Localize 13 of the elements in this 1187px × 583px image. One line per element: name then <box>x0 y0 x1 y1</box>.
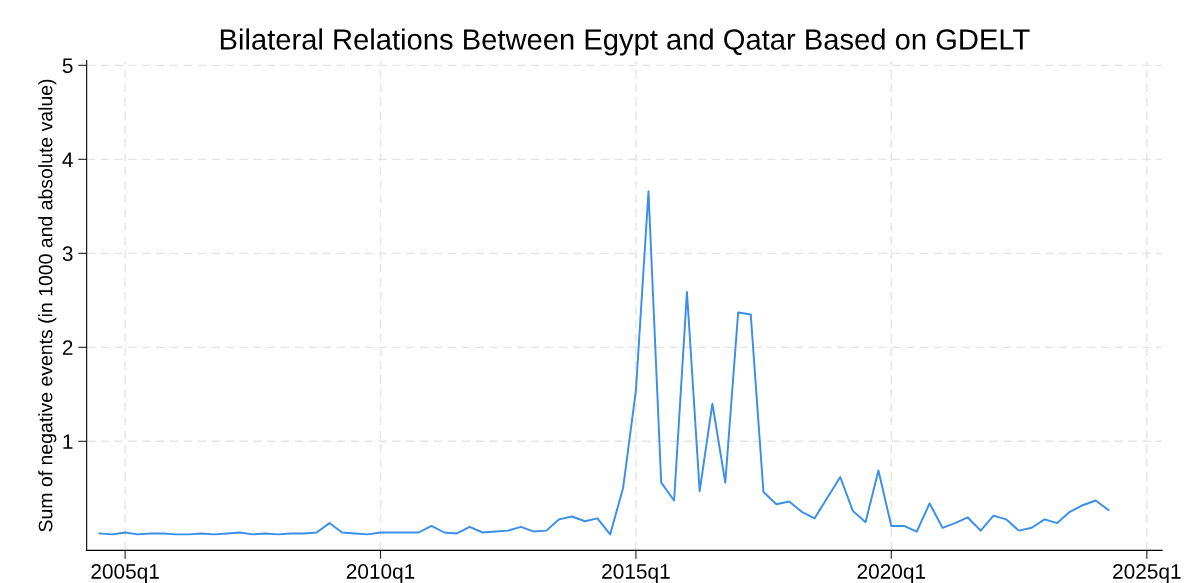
line-series <box>98 190 1110 536</box>
y-tick-label: 4 <box>62 152 73 167</box>
x-tick-label: 2010q1 <box>346 564 415 583</box>
x-tick-label: 2020q1 <box>857 564 926 583</box>
chart-title: Bilateral Relations Between Egypt and Qatar Based on GDELT <box>220 28 1030 56</box>
x-tick-label: 2005q1 <box>91 564 159 583</box>
x-tick-label: 2015q1 <box>602 564 670 583</box>
y-tick-label: 1 <box>63 434 73 449</box>
y-tick-label: 2 <box>62 340 73 355</box>
y-axis-title: Sum of negative events (in 1000 and absolute value) <box>38 79 57 532</box>
y-tick-label: 3 <box>62 246 73 262</box>
x-tick-label: 2025q1 <box>1113 564 1181 583</box>
y-tick-label: 5 <box>62 58 73 74</box>
